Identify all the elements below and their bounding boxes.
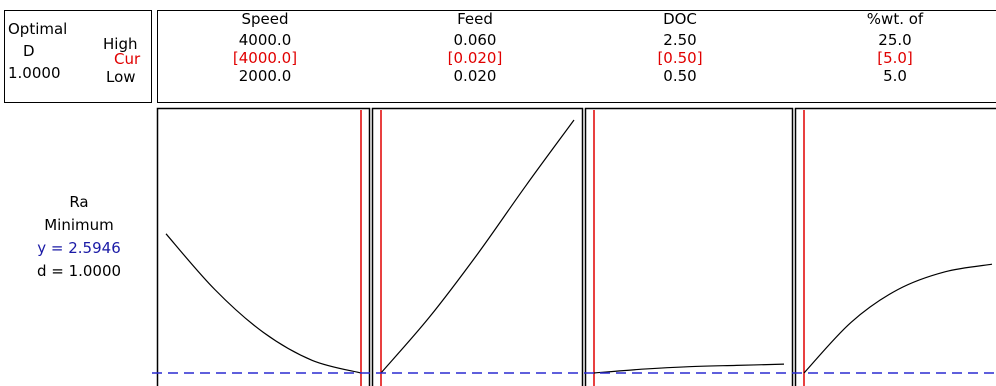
desirability: d = 1.0000 bbox=[36, 262, 122, 280]
d-label: D bbox=[23, 42, 35, 60]
factor-low: 0.50 bbox=[663, 67, 697, 85]
plot-panel-frame bbox=[156, 107, 371, 386]
cur-label: Cur bbox=[114, 50, 141, 68]
plot-panel-frame bbox=[584, 107, 794, 386]
plot-panel-frame bbox=[794, 107, 996, 386]
optimal-panel bbox=[4, 10, 152, 103]
factor-name: DOC bbox=[663, 10, 697, 28]
optimal-label: Optimal bbox=[8, 20, 68, 38]
response-curve bbox=[165, 233, 362, 374]
plot-panel-frame bbox=[371, 107, 584, 386]
factor-current: [5.0] bbox=[877, 49, 913, 67]
response-curve bbox=[803, 263, 993, 374]
factor-name: Speed bbox=[241, 10, 289, 28]
response-curve bbox=[380, 119, 575, 374]
factor-name: Feed bbox=[457, 10, 493, 28]
factor-low: 5.0 bbox=[883, 67, 907, 85]
response-goal: Minimum bbox=[44, 216, 114, 234]
factor-current: [0.020] bbox=[447, 49, 503, 67]
factor-header-panel bbox=[157, 10, 996, 103]
d-value: 1.0000 bbox=[8, 64, 61, 82]
factor-high: 2.50 bbox=[663, 31, 697, 49]
high-label: High bbox=[103, 35, 138, 53]
factor-current: [0.50] bbox=[657, 49, 703, 67]
factor-high: 0.060 bbox=[453, 31, 497, 49]
response-curve bbox=[593, 363, 785, 374]
factor-high: 25.0 bbox=[878, 31, 912, 49]
factor-low: 0.020 bbox=[453, 67, 497, 85]
factor-low: 2000.0 bbox=[238, 67, 292, 85]
low-label: Low bbox=[106, 68, 136, 86]
factor-current: [4000.0] bbox=[232, 49, 298, 67]
response-name: Ra bbox=[69, 193, 89, 211]
factor-high: 4000.0 bbox=[238, 31, 292, 49]
factor-name: %wt. of bbox=[866, 10, 924, 28]
predicted-response: y = 2.5946 bbox=[37, 239, 121, 257]
